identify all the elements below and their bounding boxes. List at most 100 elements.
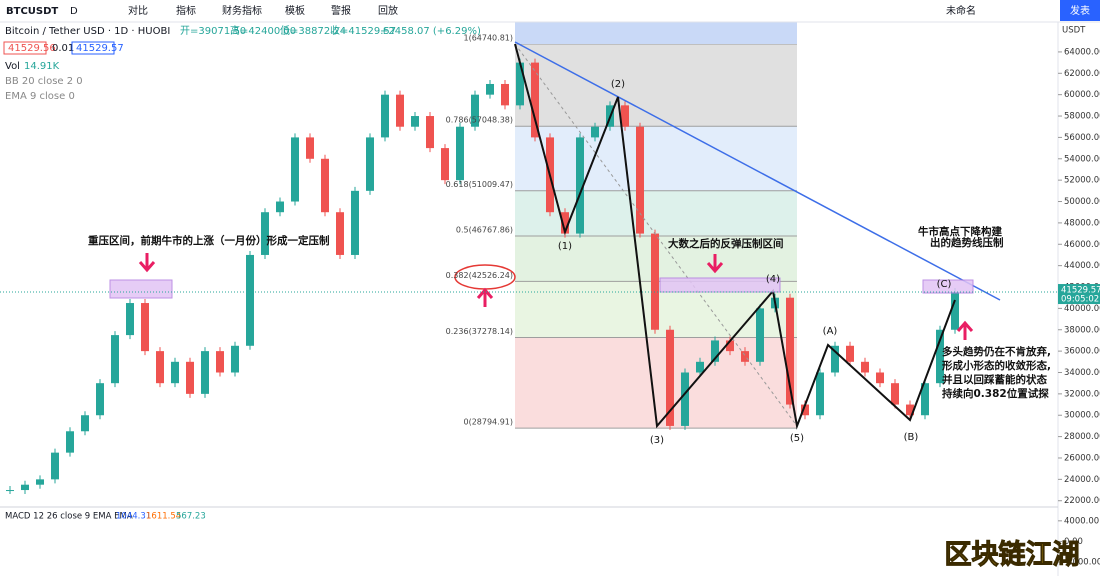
ask-box bbox=[71, 41, 115, 55]
candle bbox=[516, 62, 524, 106]
candle bbox=[486, 83, 494, 95]
legend-title: Bitcoin / Tether USD · 1D · HUOBI bbox=[5, 26, 170, 37]
publish-label[interactable]: 发表 bbox=[1070, 4, 1090, 17]
volume-name: Vol bbox=[5, 61, 20, 72]
interval[interactable]: D bbox=[70, 6, 78, 17]
layout-name[interactable]: 未命名 bbox=[946, 4, 976, 17]
candle bbox=[411, 116, 419, 127]
volume: 14.91K bbox=[24, 61, 60, 72]
indicator[interactable]: BB 20 close 2 0 bbox=[5, 76, 83, 87]
candle bbox=[51, 452, 59, 480]
toolbar-button[interactable]: 对比 bbox=[128, 4, 148, 17]
y-tick-label: 56000.00 bbox=[1064, 133, 1100, 143]
last-price: 41529.57 bbox=[1061, 286, 1100, 296]
y-tick-label: 32000.00 bbox=[1064, 389, 1100, 399]
y-tick-label: 44000.00 bbox=[1064, 261, 1100, 271]
candle bbox=[816, 372, 824, 416]
publish-button[interactable] bbox=[1060, 0, 1100, 21]
fib-label: 0.382(42526.24) bbox=[446, 271, 513, 280]
candle bbox=[861, 361, 869, 373]
fib-label: 1(64740.81) bbox=[463, 34, 513, 43]
annotation: 重压区间，前期牛市的上涨（一月份）形成一定压制 bbox=[88, 234, 330, 247]
candle bbox=[696, 361, 704, 373]
macd-value: 567.23 bbox=[176, 512, 206, 522]
symbol[interactable]: BTCUSDT bbox=[6, 6, 58, 17]
watermark: 区块链江湖 bbox=[945, 539, 1080, 571]
candle bbox=[366, 137, 374, 191]
annotation: 出的趋势线压制 bbox=[930, 236, 1004, 249]
candle bbox=[786, 297, 794, 405]
y-tick-label: 30000.00 bbox=[1064, 411, 1100, 421]
candle bbox=[441, 148, 449, 181]
candle bbox=[936, 329, 944, 384]
candle bbox=[561, 212, 569, 234]
fib-band bbox=[515, 44, 797, 127]
candle bbox=[501, 83, 509, 106]
spread: 0.01 bbox=[52, 43, 74, 54]
ohlc: 收=41529.57 bbox=[330, 24, 396, 37]
candle bbox=[21, 484, 29, 491]
macd-tick-label: 4000.00 bbox=[1064, 516, 1099, 526]
candle bbox=[801, 404, 809, 416]
y-tick-label: 38000.00 bbox=[1064, 325, 1100, 335]
candle bbox=[306, 137, 314, 159]
y-tick-label: 54000.00 bbox=[1064, 154, 1100, 164]
toolbar-button[interactable]: 回放 bbox=[378, 4, 398, 17]
candle bbox=[381, 94, 389, 138]
macd-tick-label: -4000.00 bbox=[1064, 558, 1100, 568]
candle bbox=[531, 62, 539, 138]
candle bbox=[216, 351, 224, 373]
y-tick-label: 52000.00 bbox=[1064, 176, 1100, 186]
annotation: 大数之后的反弹压制区间 bbox=[668, 237, 784, 250]
fib-label: 0(28794.91) bbox=[463, 418, 513, 427]
candle bbox=[726, 340, 734, 352]
candle bbox=[591, 126, 599, 138]
toolbar-button[interactable]: 警报 bbox=[331, 4, 351, 17]
candle bbox=[276, 201, 284, 213]
candle bbox=[246, 254, 254, 346]
fib-label: 0.5(46767.86) bbox=[456, 226, 513, 235]
annotation: 并且以回踩蓄能的状态 bbox=[942, 373, 1047, 386]
candle bbox=[906, 404, 914, 416]
candle bbox=[126, 303, 134, 336]
y-tick-label: 34000.00 bbox=[1064, 368, 1100, 378]
candle bbox=[351, 190, 359, 255]
fib-label: 0.618(51009.47) bbox=[446, 180, 513, 189]
candle bbox=[201, 351, 209, 394]
resistance-box bbox=[109, 279, 173, 299]
wave-label: (2) bbox=[611, 79, 625, 90]
y-tick-label: 28000.00 bbox=[1064, 432, 1100, 442]
candle bbox=[291, 137, 299, 202]
resistance-box bbox=[659, 277, 781, 293]
candle bbox=[621, 105, 629, 127]
annotation: 形成小形态的收敛形态, bbox=[942, 359, 1051, 372]
annotation: 多头趋势仍在不肯放弃, bbox=[942, 345, 1051, 358]
arrow-up bbox=[476, 287, 494, 307]
wave-label: (4) bbox=[766, 274, 780, 285]
y-tick-label: 60000.00 bbox=[1064, 90, 1100, 100]
annotation: 牛市高点下降构建 bbox=[918, 225, 1002, 238]
indicator[interactable]: EMA 9 close 0 bbox=[5, 91, 75, 102]
bid-box bbox=[3, 41, 47, 55]
y-tick-label: 22000.00 bbox=[1064, 496, 1100, 506]
candle bbox=[96, 383, 104, 416]
macd-tick-label: 0.00 bbox=[1064, 537, 1083, 547]
toolbar-button[interactable]: 财务指标 bbox=[222, 4, 262, 17]
fib-top-band bbox=[515, 22, 797, 44]
wave-label: (A) bbox=[823, 326, 838, 337]
fib-band bbox=[515, 126, 797, 191]
candle bbox=[6, 490, 14, 492]
candle bbox=[711, 340, 719, 362]
candle bbox=[666, 329, 674, 426]
y-tick-label: 48000.00 bbox=[1064, 218, 1100, 228]
candle bbox=[681, 372, 689, 426]
macd-label: MACD 12 26 close 9 EMA EMA bbox=[5, 512, 133, 522]
toolbar-button[interactable]: 指标 bbox=[176, 4, 196, 17]
candle bbox=[951, 292, 959, 330]
fib-trend bbox=[514, 43, 798, 427]
last-price-tag bbox=[1058, 284, 1100, 305]
toolbar-button[interactable]: 模板 bbox=[285, 4, 305, 17]
ohlc: 开=39071.50 bbox=[180, 26, 246, 37]
candle bbox=[336, 212, 344, 255]
